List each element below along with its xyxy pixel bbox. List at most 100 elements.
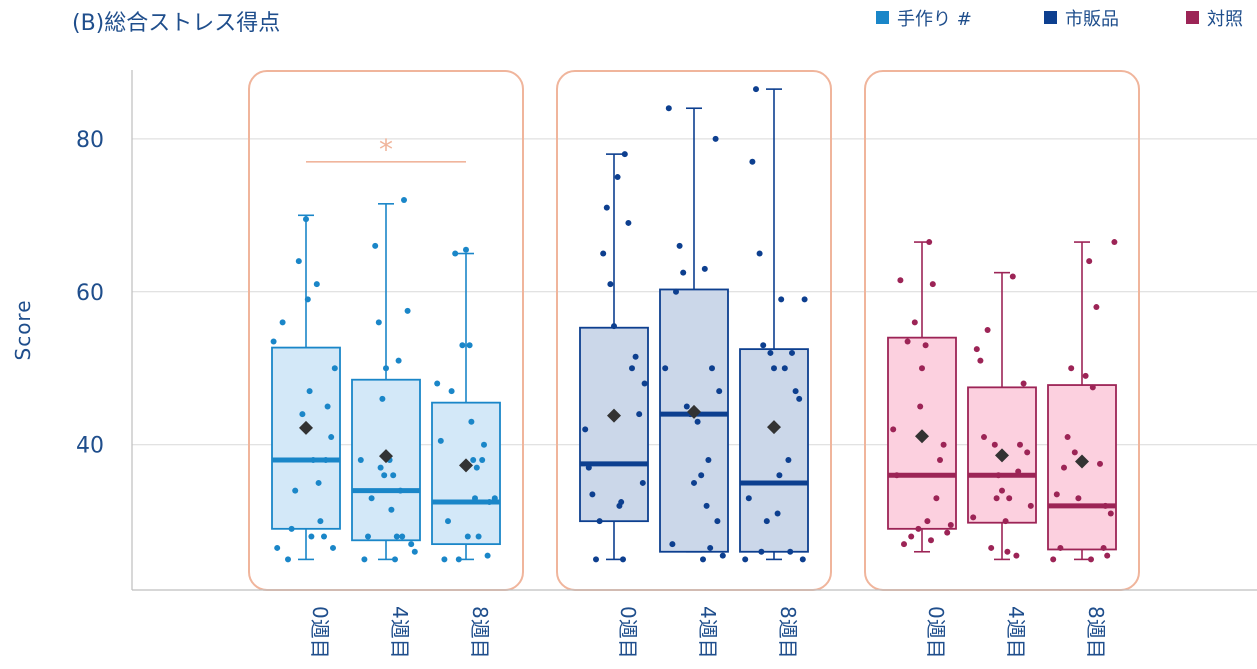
data-point bbox=[714, 518, 721, 525]
data-point bbox=[698, 472, 705, 479]
data-point bbox=[395, 357, 402, 364]
data-point bbox=[303, 216, 309, 223]
data-point bbox=[379, 395, 386, 402]
data-point bbox=[1017, 441, 1023, 448]
data-point bbox=[1020, 380, 1027, 387]
chart-title: (B)総合ストレス得点 bbox=[72, 11, 280, 36]
data-point bbox=[479, 457, 486, 463]
boxes: * bbox=[271, 88, 1117, 561]
mean-marker bbox=[607, 408, 621, 423]
box-0-2 bbox=[431, 252, 501, 561]
y-tick-label: 40 bbox=[76, 434, 104, 459]
data-point bbox=[781, 365, 788, 372]
x-tick-label: 8週目 bbox=[776, 606, 800, 659]
data-point bbox=[760, 342, 767, 349]
data-point bbox=[589, 491, 596, 498]
data-point bbox=[796, 395, 803, 402]
data-point bbox=[707, 544, 714, 551]
box-2-0 bbox=[887, 241, 957, 553]
data-point bbox=[585, 464, 592, 471]
data-point bbox=[929, 281, 936, 288]
data-point bbox=[295, 258, 302, 265]
data-point bbox=[1024, 449, 1031, 456]
data-point bbox=[470, 457, 477, 463]
data-point bbox=[977, 357, 984, 364]
data-point bbox=[1006, 495, 1013, 502]
data-point bbox=[441, 556, 448, 563]
data-point bbox=[614, 174, 621, 181]
data-point bbox=[270, 338, 277, 345]
data-point bbox=[411, 548, 418, 555]
data-point bbox=[408, 541, 415, 548]
x-tick-label: 0週目 bbox=[616, 606, 640, 659]
significance-marker: * bbox=[306, 133, 466, 166]
data-point bbox=[991, 441, 998, 448]
mean-marker bbox=[995, 448, 1009, 463]
data-point bbox=[984, 327, 991, 333]
data-point bbox=[401, 197, 407, 203]
data-point bbox=[279, 319, 286, 326]
data-point bbox=[1100, 544, 1107, 551]
data-point bbox=[908, 533, 915, 540]
data-point bbox=[475, 533, 482, 540]
data-point bbox=[304, 296, 311, 303]
data-point bbox=[308, 533, 315, 540]
mean-marker bbox=[379, 449, 393, 464]
data-point bbox=[397, 487, 404, 494]
data-point bbox=[448, 388, 455, 395]
box-2-2 bbox=[1047, 241, 1117, 561]
data-point bbox=[719, 552, 726, 559]
data-point bbox=[767, 349, 774, 356]
data-point bbox=[792, 388, 799, 395]
data-point bbox=[893, 472, 900, 479]
axes: 40 60 80 bbox=[76, 70, 1257, 591]
data-point bbox=[1082, 372, 1089, 379]
data-point bbox=[481, 441, 487, 448]
data-point bbox=[388, 506, 395, 513]
y-tick-label: 60 bbox=[76, 281, 104, 306]
data-point bbox=[993, 495, 1000, 502]
data-point bbox=[988, 544, 995, 551]
data-point bbox=[620, 556, 626, 563]
data-point bbox=[625, 219, 632, 226]
data-point bbox=[459, 342, 466, 349]
box-0-0 bbox=[271, 214, 341, 561]
data-point bbox=[709, 365, 715, 372]
data-point bbox=[705, 457, 712, 463]
data-point bbox=[368, 495, 375, 502]
data-point bbox=[455, 556, 462, 563]
data-point bbox=[331, 365, 338, 372]
data-point bbox=[452, 250, 459, 257]
data-point bbox=[947, 522, 954, 528]
data-point bbox=[911, 319, 918, 326]
data-point bbox=[434, 380, 441, 387]
mean-marker bbox=[1075, 454, 1089, 469]
data-point bbox=[310, 457, 317, 463]
data-point bbox=[491, 495, 498, 502]
data-point bbox=[393, 533, 400, 540]
data-point bbox=[330, 544, 336, 551]
data-point bbox=[662, 365, 669, 372]
data-point bbox=[484, 552, 491, 559]
data-point bbox=[915, 525, 922, 532]
x-tick-label: 4週目 bbox=[696, 606, 720, 659]
data-point bbox=[1068, 365, 1075, 372]
data-point bbox=[372, 242, 379, 249]
box-1-0 bbox=[579, 153, 649, 561]
data-point bbox=[787, 548, 794, 555]
data-point bbox=[924, 518, 931, 525]
data-point bbox=[683, 403, 690, 410]
data-point bbox=[600, 250, 607, 257]
data-point bbox=[919, 365, 925, 372]
box-iqr bbox=[659, 288, 729, 553]
significance-label: * bbox=[379, 133, 393, 166]
y-tick-label: 80 bbox=[76, 128, 104, 153]
data-point bbox=[937, 457, 943, 463]
mean-marker bbox=[299, 420, 313, 435]
data-point bbox=[753, 86, 759, 93]
legend: 手作り # 市販品 対照 bbox=[876, 9, 1243, 30]
data-point bbox=[1071, 449, 1078, 456]
data-point bbox=[1013, 552, 1020, 559]
legend-label: 手作り # bbox=[897, 9, 972, 30]
